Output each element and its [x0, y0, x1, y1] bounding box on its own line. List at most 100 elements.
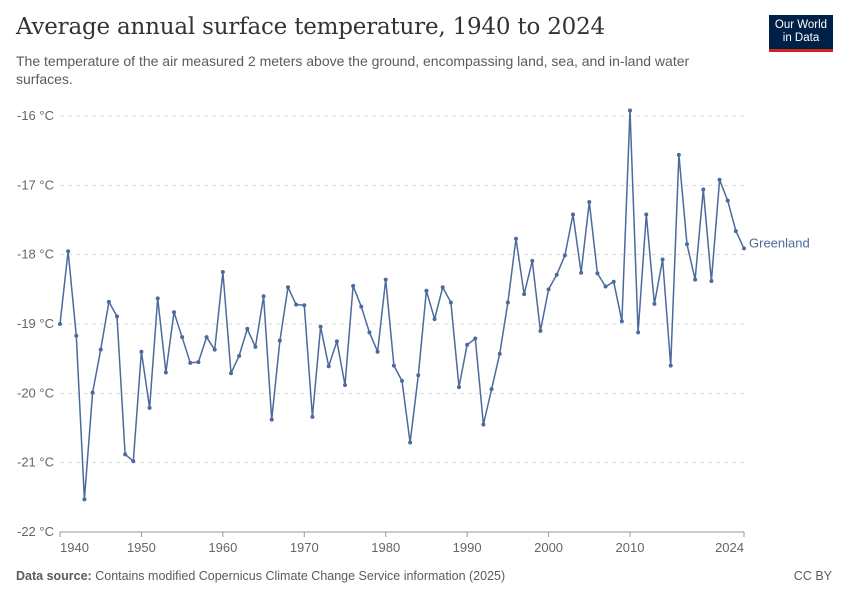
- data-point[interactable]: [400, 378, 404, 383]
- data-point[interactable]: [562, 253, 567, 258]
- data-point[interactable]: [497, 351, 502, 356]
- data-point[interactable]: [196, 360, 201, 365]
- data-point[interactable]: [334, 339, 339, 344]
- y-tick-label: -16 °C: [17, 108, 54, 123]
- data-point[interactable]: [343, 383, 347, 388]
- data-point[interactable]: [408, 440, 413, 445]
- x-tick-label: 2024: [715, 540, 744, 555]
- data-point[interactable]: [424, 288, 429, 293]
- data-point[interactable]: [693, 277, 698, 282]
- data-point[interactable]: [294, 302, 299, 307]
- data-point[interactable]: [733, 229, 738, 234]
- data-point[interactable]: [269, 417, 274, 422]
- data-point[interactable]: [668, 363, 673, 368]
- data-point[interactable]: [514, 236, 518, 241]
- data-point[interactable]: [245, 326, 250, 331]
- data-point[interactable]: [619, 319, 624, 324]
- data-point[interactable]: [636, 330, 641, 335]
- data-point[interactable]: [685, 242, 689, 247]
- data-point[interactable]: [538, 328, 543, 333]
- data-point[interactable]: [489, 387, 494, 392]
- data-point[interactable]: [82, 497, 87, 502]
- data-point[interactable]: [90, 390, 95, 395]
- data-point[interactable]: [457, 385, 461, 390]
- data-point[interactable]: [660, 257, 665, 262]
- data-point[interactable]: [676, 152, 681, 157]
- data-point[interactable]: [123, 452, 128, 457]
- data-point[interactable]: [115, 314, 119, 319]
- data-point[interactable]: [261, 294, 266, 299]
- data-point[interactable]: [172, 310, 176, 315]
- data-point[interactable]: [522, 292, 527, 297]
- data-point[interactable]: [383, 277, 388, 282]
- data-point[interactable]: [554, 272, 559, 277]
- data-point[interactable]: [473, 336, 478, 341]
- data-point[interactable]: [481, 422, 486, 427]
- data-point[interactable]: [717, 177, 722, 182]
- data-point[interactable]: [204, 335, 209, 340]
- data-point[interactable]: [432, 317, 437, 322]
- x-tick-label: 1970: [290, 540, 319, 555]
- data-point[interactable]: [106, 299, 111, 304]
- data-point[interactable]: [611, 279, 616, 284]
- data-point[interactable]: [212, 347, 217, 352]
- data-point[interactable]: [237, 353, 242, 358]
- data-point[interactable]: [310, 414, 315, 419]
- data-point[interactable]: [277, 338, 282, 343]
- data-point[interactable]: [367, 330, 372, 335]
- data-point[interactable]: [131, 459, 136, 464]
- data-point[interactable]: [709, 279, 714, 284]
- data-point[interactable]: [286, 285, 290, 290]
- y-tick-label: -21 °C: [17, 455, 54, 470]
- data-point[interactable]: [505, 300, 510, 305]
- data-point[interactable]: [66, 249, 71, 254]
- license-link[interactable]: CC BY: [793, 569, 832, 583]
- data-point[interactable]: [155, 296, 160, 301]
- data-point[interactable]: [644, 212, 649, 217]
- data-point[interactable]: [448, 300, 453, 305]
- data-point[interactable]: [628, 108, 632, 113]
- data-point[interactable]: [326, 364, 331, 369]
- y-tick-label: -19 °C: [17, 316, 54, 331]
- data-point[interactable]: [302, 303, 307, 308]
- data-point[interactable]: [74, 333, 79, 338]
- x-tick-label: 1940: [60, 540, 89, 555]
- data-point[interactable]: [359, 304, 364, 309]
- data-point[interactable]: [465, 342, 470, 347]
- data-point[interactable]: [603, 284, 608, 289]
- data-point[interactable]: [742, 246, 746, 251]
- data-point[interactable]: [595, 271, 600, 276]
- data-point[interactable]: [98, 347, 103, 352]
- data-point[interactable]: [253, 344, 258, 349]
- source-label: Data source:: [16, 569, 92, 583]
- data-point[interactable]: [546, 287, 551, 292]
- data-point[interactable]: [652, 301, 657, 306]
- y-axis: -22 °C -21 °C -20 °C -19 °C -18 °C -17 °C -16 …: [17, 108, 54, 539]
- data-point[interactable]: [701, 187, 706, 192]
- data-point[interactable]: [571, 212, 575, 217]
- data-point[interactable]: [375, 349, 380, 354]
- data-point[interactable]: [180, 335, 185, 340]
- data-point[interactable]: [579, 270, 584, 275]
- data-point[interactable]: [725, 198, 730, 203]
- owid-logo[interactable]: Our World in Data: [769, 15, 833, 52]
- data-point[interactable]: [139, 349, 144, 354]
- data-point[interactable]: [147, 405, 152, 410]
- data-point[interactable]: [220, 270, 225, 274]
- data-point[interactable]: [229, 371, 233, 376]
- data-point[interactable]: [391, 363, 396, 368]
- series-line-greenland[interactable]: [59, 109, 745, 501]
- data-point[interactable]: [587, 199, 592, 204]
- data-point[interactable]: [530, 258, 535, 263]
- data-point[interactable]: [416, 373, 421, 378]
- data-point[interactable]: [440, 285, 445, 290]
- data-point[interactable]: [188, 360, 193, 365]
- x-axis: 1940 1950 1960 1970 1980 1990 2000 2010 2024: [59, 531, 745, 555]
- data-point[interactable]: [318, 324, 323, 329]
- data-point[interactable]: [58, 322, 62, 326]
- y-tick-label: -20 °C: [17, 385, 54, 400]
- data-point[interactable]: [351, 283, 356, 288]
- data-point[interactable]: [163, 370, 168, 375]
- y-tick-label: -17 °C: [17, 177, 54, 192]
